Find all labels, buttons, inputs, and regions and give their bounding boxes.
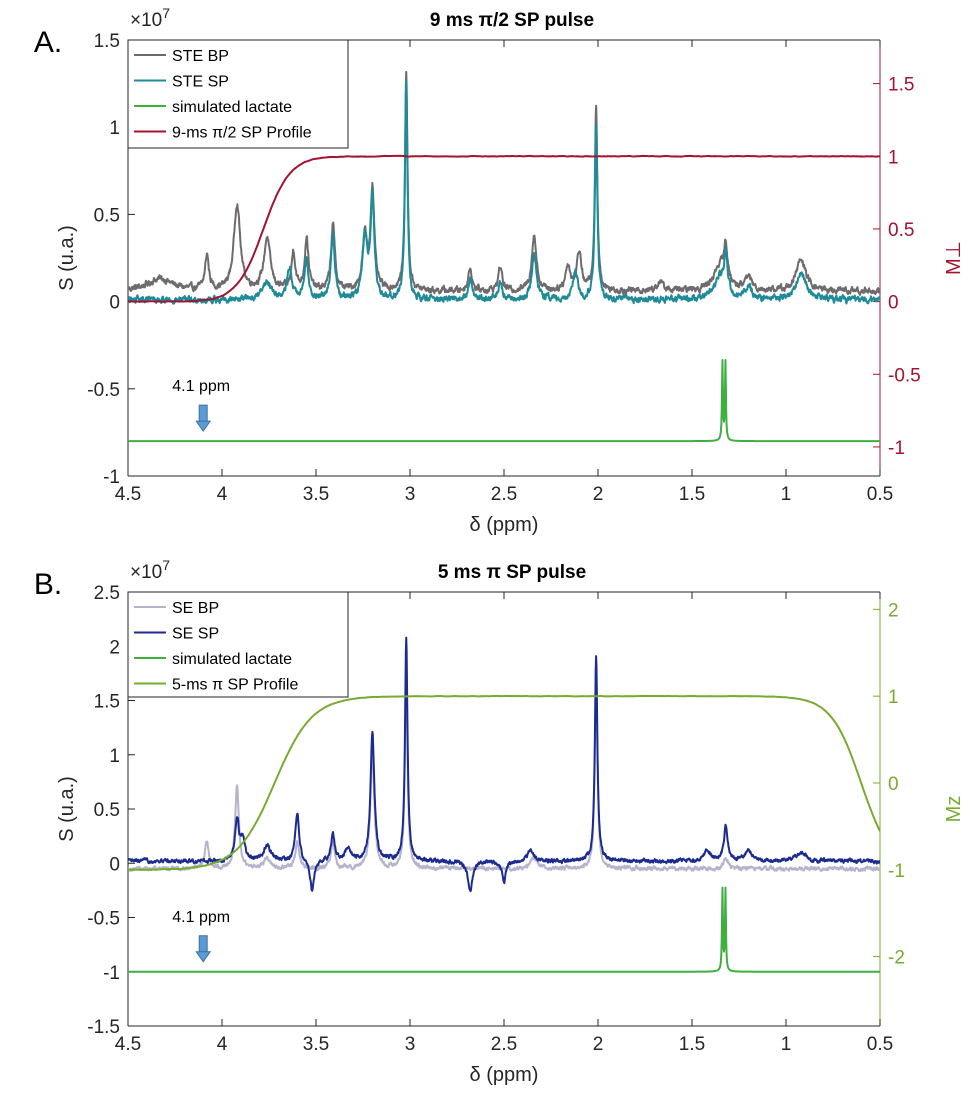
y-tick-label: 0.5 — [94, 205, 120, 226]
series-line-ste-bp — [128, 70, 880, 296]
series-line-9-ms-2-sp-profile — [128, 154, 880, 303]
x-axis-label: δ (ppm) — [470, 514, 539, 536]
x-tick-label: 2 — [593, 484, 604, 505]
y-tick-label: 0.5 — [94, 800, 120, 821]
x-tick-label: 4 — [217, 1034, 228, 1055]
y-tick-label: -0.5 — [87, 380, 120, 401]
y-multiplier: ×107 — [130, 5, 170, 31]
panel-label: B. — [34, 568, 62, 601]
x-tick-label: 4 — [217, 484, 228, 505]
legend-label: 5-ms π SP Profile — [172, 677, 298, 694]
y-tick-label: 1 — [109, 746, 120, 767]
y2-tick-label: 0 — [888, 774, 899, 795]
y-tick-label: -1 — [103, 963, 120, 984]
legend-label: SE SP — [172, 626, 219, 643]
y-tick-label: 2 — [109, 637, 120, 658]
y2-tick-label: 1 — [888, 147, 899, 168]
series-line-se-bp — [128, 661, 880, 873]
series-line-ste-sp — [128, 80, 880, 305]
y2-tick-label: 0.5 — [888, 220, 914, 241]
x-tick-label: 1.5 — [679, 484, 705, 505]
x-tick-label: 2 — [593, 1034, 604, 1055]
y-tick-label: -1.5 — [87, 1017, 120, 1038]
annotation-text: 4.1 ppm — [172, 909, 230, 926]
panel-b: 4.5 4 3.5 3 2.5 2 1.5 1 0.5 -1.5 -1 -0.5 0 0.5 1 1.5 2 2.… — [34, 557, 965, 1086]
arrow-shaft — [198, 935, 208, 953]
y-tick-label: 0 — [109, 293, 120, 314]
legend-label: STE BP — [172, 48, 229, 65]
y-tick-label: 0 — [109, 854, 120, 875]
x-tick-label: 3.5 — [303, 1034, 329, 1055]
x-tick-label: 2.5 — [491, 484, 517, 505]
y-tick-label: 2.5 — [94, 583, 120, 604]
y-tick-label: -1 — [103, 467, 120, 488]
x-tick-label: 1 — [781, 1034, 792, 1055]
legend-label: simulated lactate — [172, 651, 292, 668]
x-tick-label: 3 — [405, 1034, 416, 1055]
x-tick-label: 3.5 — [303, 484, 329, 505]
arrow-head — [195, 951, 212, 963]
x-tick-label: 0.5 — [867, 1034, 893, 1055]
legend-label: simulated lactate — [172, 99, 292, 116]
x-axis-label: δ (ppm) — [470, 1064, 539, 1086]
series-line-simulated-lactate — [128, 886, 880, 973]
annotation-arrow — [195, 935, 212, 963]
annotation-arrow — [195, 404, 212, 432]
y2-tick-label: -0.5 — [888, 365, 921, 386]
arrow-head — [195, 420, 212, 432]
plot-area — [128, 636, 880, 973]
y-axis-label: S (u.a.) — [56, 225, 78, 291]
legend-label: SE BP — [172, 600, 219, 617]
y2-tick-label: -1 — [888, 861, 905, 882]
x-tick-label: 4.5 — [115, 484, 141, 505]
annotation-text: 4.1 ppm — [172, 378, 230, 395]
y-tick-label: 1.5 — [94, 692, 120, 713]
legend-box — [127, 39, 349, 149]
y2-axis-label: M⊥ — [943, 241, 965, 275]
panel-label: A. — [34, 26, 62, 59]
y2-axis-label: Mz — [943, 796, 965, 823]
x-tick-label: 2.5 — [491, 1034, 517, 1055]
arrow-shaft — [198, 404, 208, 422]
series-line-5-ms-sp-profile — [128, 694, 880, 871]
y-tick-label: 1.5 — [94, 31, 120, 52]
plot-area — [128, 70, 880, 443]
panel-a: 4.5 4 3.5 3 2.5 2 1.5 1 0.5 -1 -0.5 0 0.5 1 1.5 -1 -0.5 0… — [34, 5, 965, 536]
series-line-simulated-lactate — [128, 358, 880, 443]
y2-tick-label: -1 — [888, 438, 905, 459]
y-multiplier: ×107 — [130, 557, 170, 583]
x-tick-label: 0.5 — [867, 484, 893, 505]
legend: SE BP SE SP simulated lactate 5-ms π SP Pro… — [127, 591, 349, 698]
x-tick-label: 4.5 — [115, 1034, 141, 1055]
x-tick-label: 1.5 — [679, 1034, 705, 1055]
legend-label: 9-ms π/2 SP Profile — [172, 125, 312, 142]
chart-title: 9 ms π/2 SP pulse — [430, 10, 594, 31]
x-tick-label: 1 — [781, 484, 792, 505]
x-tick-label: 3 — [405, 484, 416, 505]
y-tick-label: 1 — [109, 118, 120, 139]
y2-tick-label: 1.5 — [888, 75, 914, 96]
legend-label: STE SP — [172, 74, 229, 91]
y-axis-label: S (u.a.) — [56, 776, 78, 842]
y2-tick-label: 0 — [888, 293, 899, 314]
y-tick-label: -0.5 — [87, 909, 120, 930]
legend: STE BP STE SP simulated lactate 9-ms π/2 SP… — [127, 39, 349, 149]
y2-tick-label: -2 — [888, 948, 905, 969]
series-line-se-sp — [128, 636, 880, 893]
legend-box — [127, 591, 349, 698]
y2-tick-label: 1 — [888, 687, 899, 708]
y2-tick-label: 2 — [888, 600, 899, 621]
chart-title: 5 ms π SP pulse — [438, 562, 586, 583]
